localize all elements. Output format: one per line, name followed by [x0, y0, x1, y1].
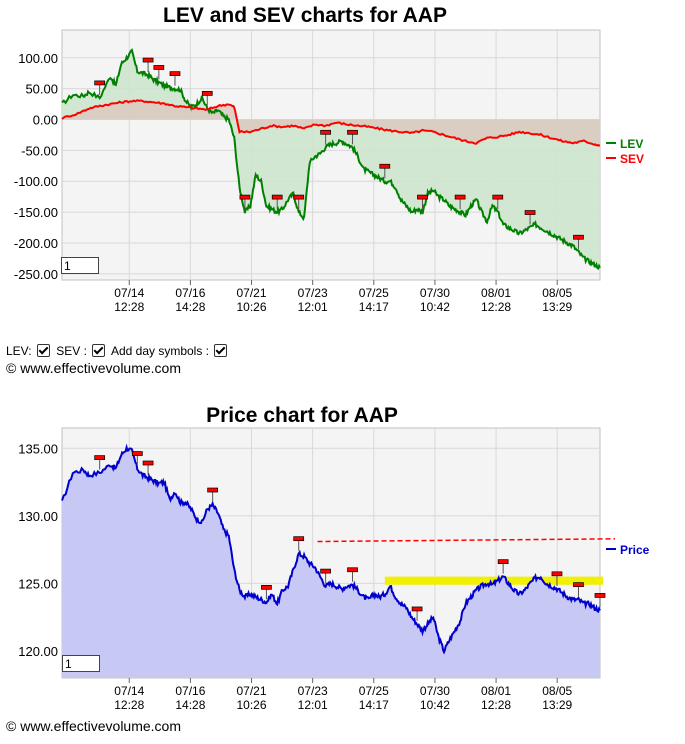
y-tick-label: -100.00 — [14, 174, 58, 189]
day-symbol — [207, 487, 218, 503]
legend-label: Price — [620, 543, 650, 557]
sev-checkbox[interactable] — [92, 344, 106, 357]
price-chart: Price chart for AAP 135.00 130.00 125.00 12… — [18, 404, 650, 712]
x-tick-label: 14:28 — [175, 698, 205, 712]
day-symbols-label: Add day symbols : — [110, 344, 210, 358]
x-tick-label: 12:01 — [298, 698, 328, 712]
x-tick-label: 12:28 — [481, 300, 511, 314]
x-tick-label: 07/30 — [420, 684, 450, 698]
day-symbol — [201, 91, 213, 106]
y-tick-label: -200.00 — [14, 236, 58, 251]
day-symbol — [153, 65, 165, 80]
legend-label: LEV — [620, 137, 643, 151]
day-symbol — [239, 194, 251, 210]
day-symbol — [131, 451, 143, 466]
day-symbol — [94, 455, 106, 470]
y-tick-label: 125.00 — [18, 576, 58, 591]
y-tick-label: 120.00 — [18, 644, 58, 659]
x-tick-label: 10:42 — [420, 698, 450, 712]
lev-label: LEV: — [6, 344, 32, 358]
lev-zoom-input[interactable]: 1 — [61, 257, 99, 274]
lev-checkbox[interactable] — [36, 344, 50, 357]
price-chart-title: Price chart for AAP — [206, 404, 398, 427]
day-symbol — [492, 194, 504, 210]
line-price — [61, 443, 601, 655]
line-lev — [61, 48, 601, 271]
day-symbol — [293, 536, 305, 551]
copyright-bottom: © www.effectivevolume.com — [6, 718, 182, 734]
x-tick-label: 07/23 — [298, 684, 328, 698]
line-sev — [61, 99, 601, 147]
day-symbol — [261, 584, 272, 600]
y-tick-label: -150.00 — [14, 205, 58, 220]
y-tick-label: 100.00 — [18, 51, 58, 66]
x-tick-label: 14:17 — [359, 300, 389, 314]
y-tick-label: 130.00 — [18, 509, 58, 524]
x-tick-label: 08/01 — [481, 286, 511, 300]
day-symbol — [454, 194, 466, 210]
x-tick-label: 07/23 — [298, 286, 328, 300]
lev-chart-title: LEV and SEV charts for AAP — [163, 4, 447, 27]
day-symbol — [524, 210, 536, 225]
legend-label: SEV — [620, 152, 644, 166]
chart-controls: LEV: SEV : Add day symbols : — [6, 343, 230, 359]
x-tick-label: 10:26 — [237, 300, 267, 314]
day-symbol — [347, 129, 358, 145]
day-symbol — [320, 568, 331, 584]
x-tick-label: 13:29 — [542, 698, 572, 712]
trend-line — [317, 538, 616, 543]
day-symbol — [417, 194, 428, 210]
day-symbol — [142, 57, 154, 73]
x-tick-label: 10:26 — [237, 698, 267, 712]
day-symbol — [320, 129, 331, 145]
day-symbol — [497, 559, 509, 574]
x-tick-label: 08/05 — [542, 286, 572, 300]
x-tick-label: 12:28 — [114, 300, 144, 314]
copyright-top: © www.effectivevolume.com — [6, 360, 182, 376]
x-tick-label: 14:28 — [175, 300, 205, 314]
day-symbol — [573, 234, 584, 250]
x-tick-label: 07/14 — [114, 684, 144, 698]
day-symbol — [169, 71, 181, 86]
day-symbol — [94, 80, 106, 95]
x-tick-label: 07/25 — [359, 684, 389, 698]
y-tick-label: 135.00 — [18, 441, 58, 456]
day-symbol — [551, 571, 563, 586]
x-tick-label: 12:28 — [481, 698, 511, 712]
day-symbol — [271, 194, 283, 210]
day-symbol — [573, 582, 584, 597]
day-symbol — [347, 567, 358, 582]
x-tick-label: 07/30 — [420, 286, 450, 300]
x-tick-label: 07/25 — [359, 286, 389, 300]
x-tick-label: 12:28 — [114, 698, 144, 712]
sev-label: SEV : — [56, 344, 87, 358]
day-symbol — [293, 194, 305, 210]
x-tick-label: 07/21 — [237, 684, 267, 698]
price-zoom-input[interactable]: 1 — [62, 655, 100, 672]
day-symbol — [142, 460, 154, 475]
x-tick-label: 14:17 — [359, 698, 389, 712]
y-tick-label: -250.00 — [14, 267, 58, 282]
y-tick-label: 50.00 — [25, 82, 58, 97]
x-tick-label: 07/16 — [175, 286, 205, 300]
y-tick-label: 0.00 — [33, 113, 58, 128]
x-tick-label: 10:42 — [420, 300, 450, 314]
x-tick-label: 08/05 — [542, 684, 572, 698]
x-tick-label: 07/16 — [175, 684, 205, 698]
x-tick-label: 12:01 — [298, 300, 328, 314]
lev-sev-chart: LEV and SEV charts for AAP 100.00 50.00 0.… — [14, 4, 644, 314]
x-tick-label: 07/21 — [237, 286, 267, 300]
day-symbol — [411, 606, 423, 621]
x-tick-label: 08/01 — [481, 684, 511, 698]
day-symbol — [594, 593, 606, 608]
y-tick-label: -50.00 — [21, 143, 58, 158]
x-tick-label: 13:29 — [542, 300, 572, 314]
x-tick-label: 07/14 — [114, 286, 144, 300]
area-price — [62, 447, 600, 678]
day-symbols-checkbox[interactable] — [214, 344, 228, 357]
day-symbol — [379, 163, 391, 179]
